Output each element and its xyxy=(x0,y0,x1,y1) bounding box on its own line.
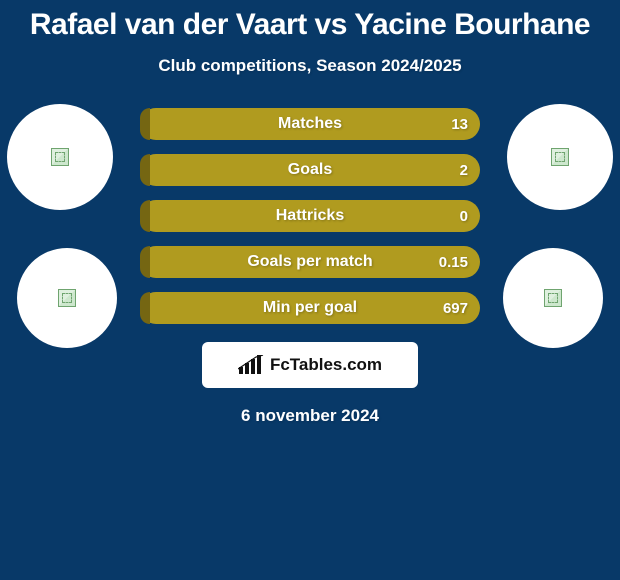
stat-right-value: 697 xyxy=(443,300,468,317)
image-placeholder-icon xyxy=(58,289,76,307)
team-left-avatar xyxy=(17,248,117,348)
stat-bar: Hattricks 0 xyxy=(140,200,480,232)
stat-label: Hattricks xyxy=(140,207,480,225)
team-right-avatar xyxy=(503,248,603,348)
brand-text: FcTables.com xyxy=(270,355,382,375)
stat-label: Goals xyxy=(140,161,480,179)
stat-right-value: 2 xyxy=(460,162,468,179)
stat-bar: Min per goal 697 xyxy=(140,292,480,324)
image-placeholder-icon xyxy=(51,148,69,166)
brand-badge: FcTables.com xyxy=(202,342,418,388)
stat-bar: Goals per match 0.15 xyxy=(140,246,480,278)
stat-bars: Matches 13 Goals 2 Hattricks 0 Goals per… xyxy=(140,108,480,324)
image-placeholder-icon xyxy=(551,148,569,166)
comparison-area: Matches 13 Goals 2 Hattricks 0 Goals per… xyxy=(0,108,620,426)
image-placeholder-icon xyxy=(544,289,562,307)
player-right-avatar xyxy=(507,104,613,210)
stat-right-value: 0 xyxy=(460,208,468,225)
subtitle: Club competitions, Season 2024/2025 xyxy=(0,56,620,76)
stat-label: Goals per match xyxy=(140,253,480,271)
stat-right-value: 13 xyxy=(451,116,468,133)
stat-label: Matches xyxy=(140,115,480,133)
page-title: Rafael van der Vaart vs Yacine Bourhane xyxy=(0,0,620,42)
bar-chart-icon xyxy=(238,355,264,375)
player-left-avatar xyxy=(7,104,113,210)
stat-label: Min per goal xyxy=(140,299,480,317)
stat-bar: Goals 2 xyxy=(140,154,480,186)
stat-bar: Matches 13 xyxy=(140,108,480,140)
date-text: 6 november 2024 xyxy=(0,406,620,426)
stat-right-value: 0.15 xyxy=(439,254,468,271)
